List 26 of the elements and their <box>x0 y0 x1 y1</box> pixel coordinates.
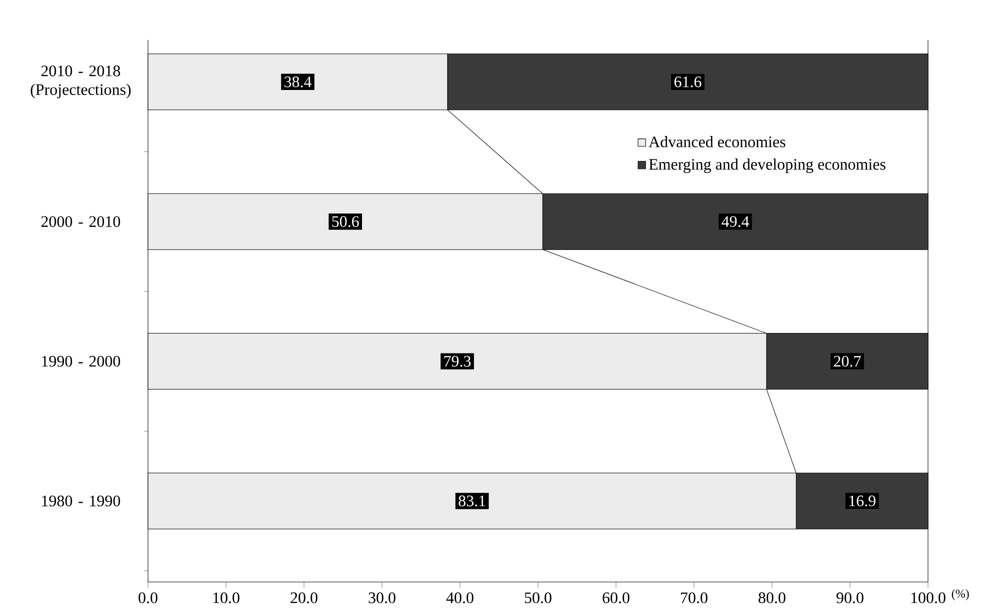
x-tick-label: 70.0 <box>681 592 708 604</box>
x-tick-label: 0.0 <box>138 592 158 604</box>
data-label: 20.7 <box>834 356 861 367</box>
x-tick-label: 50.0 <box>524 592 552 604</box>
legend-label: Advanced economies <box>648 136 786 148</box>
data-label: 16.9 <box>849 496 876 507</box>
y-tick-label: 2000 - 2010 <box>41 216 120 228</box>
data-label: 61.6 <box>674 76 702 88</box>
x-tick-label: 30.0 <box>368 592 396 604</box>
x-tick-label: 90.0 <box>836 592 864 604</box>
x-tick-label: 20.0 <box>290 592 318 604</box>
x-tick-label: 60.0 <box>602 592 630 604</box>
y-tick-label: 2010 - 2018 (Projectections) <box>30 66 131 98</box>
data-label: 49.4 <box>722 216 750 228</box>
x-tick-label: 10.0 <box>213 592 240 604</box>
x-axis-title: (%) <box>952 590 969 600</box>
data-label: 83.1 <box>458 496 486 507</box>
data-label: 50.6 <box>332 216 359 228</box>
legend-label: Emerging and developing economies <box>649 158 886 174</box>
x-tick-label: 80.0 <box>758 592 786 604</box>
data-label: 38.4 <box>284 76 312 88</box>
x-tick-label: 100.0 <box>911 592 946 604</box>
x-tick-label: 40.0 <box>446 592 474 604</box>
y-tick-label: 1990 - 2000 <box>42 356 120 367</box>
data-label: 79.3 <box>444 356 471 367</box>
y-tick-label: 1980 - 1990 <box>42 496 120 507</box>
